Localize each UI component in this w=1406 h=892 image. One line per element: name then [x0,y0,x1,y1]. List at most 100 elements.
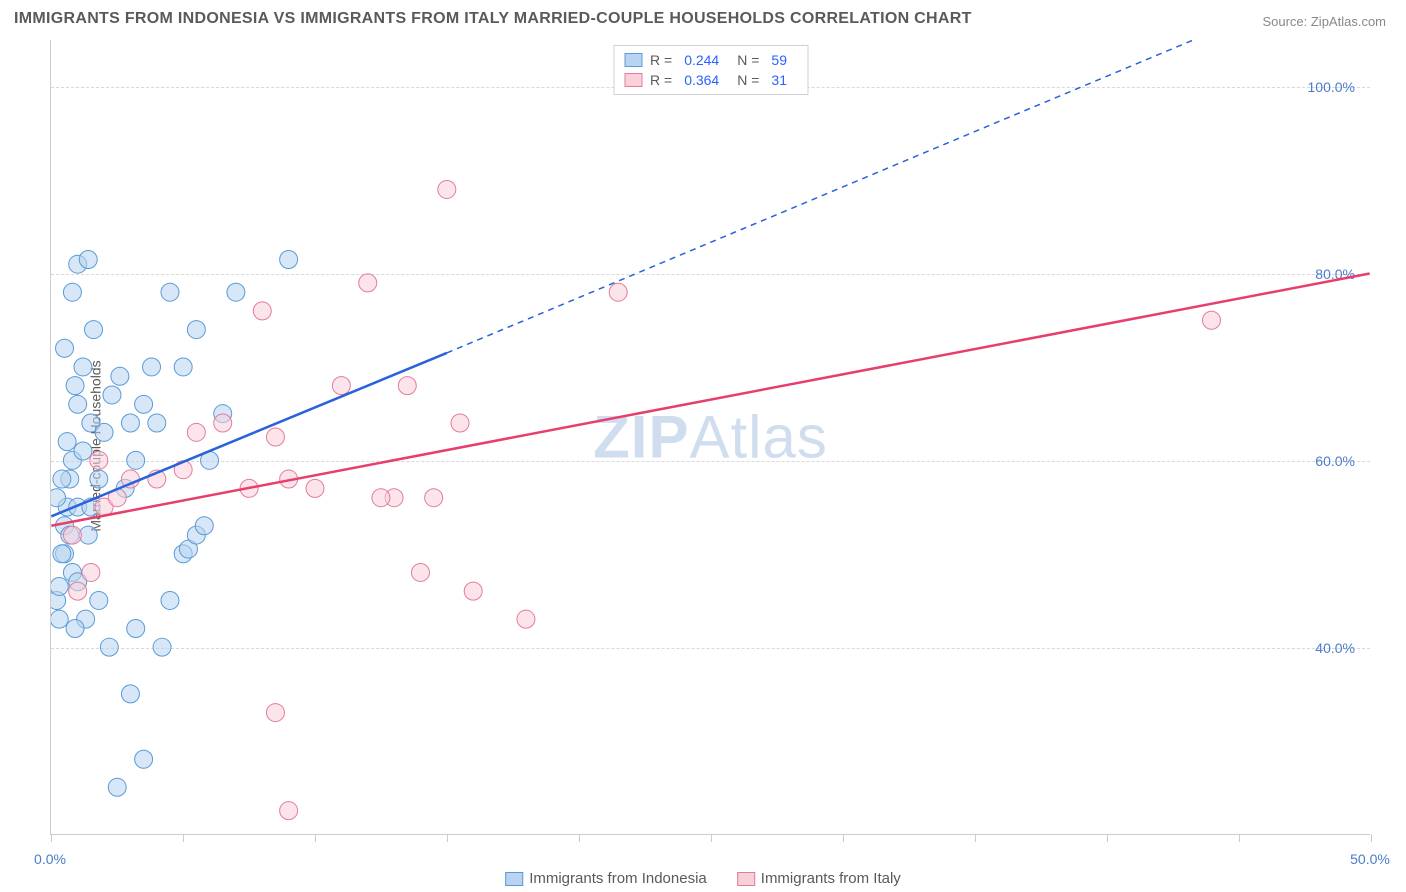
n-value-indonesia: 59 [771,52,787,68]
x-tick [843,834,844,842]
scatter-point [66,620,84,638]
scatter-point [280,251,298,269]
x-tick [1239,834,1240,842]
scatter-point [411,563,429,581]
source-attribution: Source: ZipAtlas.com [1262,14,1386,29]
x-tick [1371,834,1372,842]
x-tick [1107,834,1108,842]
scatter-point [266,704,284,722]
scatter-point [69,395,87,413]
n-value-italy: 31 [771,72,787,88]
scatter-point [195,517,213,535]
stats-legend-box: R = 0.244 N = 59 R = 0.364 N = 31 [613,45,808,95]
scatter-point [161,591,179,609]
scatter-point [517,610,535,628]
r-label: R = [650,52,672,68]
scatter-point [51,610,68,628]
r-value-indonesia: 0.244 [684,52,719,68]
scatter-point [90,591,108,609]
scatter-point [143,358,161,376]
scatter-point [359,274,377,292]
scatter-point [127,620,145,638]
scatter-point [253,302,271,320]
legend-label-indonesia: Immigrants from Indonesia [529,870,707,887]
scatter-point [135,395,153,413]
scatter-point [214,414,232,432]
scatter-point [63,526,81,544]
scatter-point [464,582,482,600]
scatter-point [51,577,68,595]
scatter-point [121,414,139,432]
scatter-point [100,638,118,656]
scatter-point [51,489,66,507]
scatter-point [127,451,145,469]
legend-item-italy: Immigrants from Italy [737,870,901,887]
scatter-point [425,489,443,507]
scatter-point [90,470,108,488]
scatter-point [121,685,139,703]
series-legend: Immigrants from Indonesia Immigrants fro… [505,870,901,887]
scatter-point [66,377,84,395]
scatter-point [398,377,416,395]
scatter-point [63,283,81,301]
scatter-point [53,470,71,488]
scatter-point [174,358,192,376]
x-tick [51,834,52,842]
scatter-point [79,251,97,269]
scatter-point [161,283,179,301]
trend-line-solid [51,274,1369,526]
scatter-point [108,778,126,796]
scatter-point [609,283,627,301]
scatter-point [187,423,205,441]
swatch-indonesia [505,872,523,886]
x-tick [183,834,184,842]
legend-item-indonesia: Immigrants from Indonesia [505,870,707,887]
scatter-point [90,451,108,469]
x-tick-label: 0.0% [34,851,66,867]
scatter-point [153,638,171,656]
scatter-point [111,367,129,385]
scatter-point [79,526,97,544]
scatter-point [58,433,76,451]
r-value-italy: 0.364 [684,72,719,88]
scatter-point [56,339,74,357]
x-tick-label: 50.0% [1350,851,1390,867]
x-tick [711,834,712,842]
swatch-indonesia [624,53,642,67]
scatter-plot-svg [51,40,1370,834]
swatch-italy [737,872,755,886]
swatch-italy [624,73,642,87]
scatter-point [69,582,87,600]
scatter-point [74,442,92,460]
chart-plot-area: ZIPAtlas R = 0.244 N = 59 R = 0.364 N = … [50,40,1370,835]
scatter-point [74,358,92,376]
stats-legend-row-indonesia: R = 0.244 N = 59 [624,50,797,70]
scatter-point [135,750,153,768]
scatter-point [85,321,103,339]
scatter-point [451,414,469,432]
chart-title: IMMIGRANTS FROM INDONESIA VS IMMIGRANTS … [14,10,972,28]
scatter-point [372,489,390,507]
scatter-point [438,180,456,198]
x-tick [447,834,448,842]
scatter-point [1202,311,1220,329]
scatter-point [103,386,121,404]
scatter-point [187,321,205,339]
scatter-point [266,428,284,446]
r-label: R = [650,72,672,88]
x-tick [579,834,580,842]
x-tick [975,834,976,842]
scatter-point [332,377,350,395]
trend-line-dashed [447,40,1238,353]
x-tick [315,834,316,842]
scatter-point [280,802,298,820]
scatter-point [53,545,71,563]
scatter-point [95,423,113,441]
scatter-point [306,479,324,497]
scatter-point [148,414,166,432]
n-label: N = [737,52,759,68]
stats-legend-row-italy: R = 0.364 N = 31 [624,70,797,90]
scatter-point [82,563,100,581]
scatter-point [227,283,245,301]
n-label: N = [737,72,759,88]
